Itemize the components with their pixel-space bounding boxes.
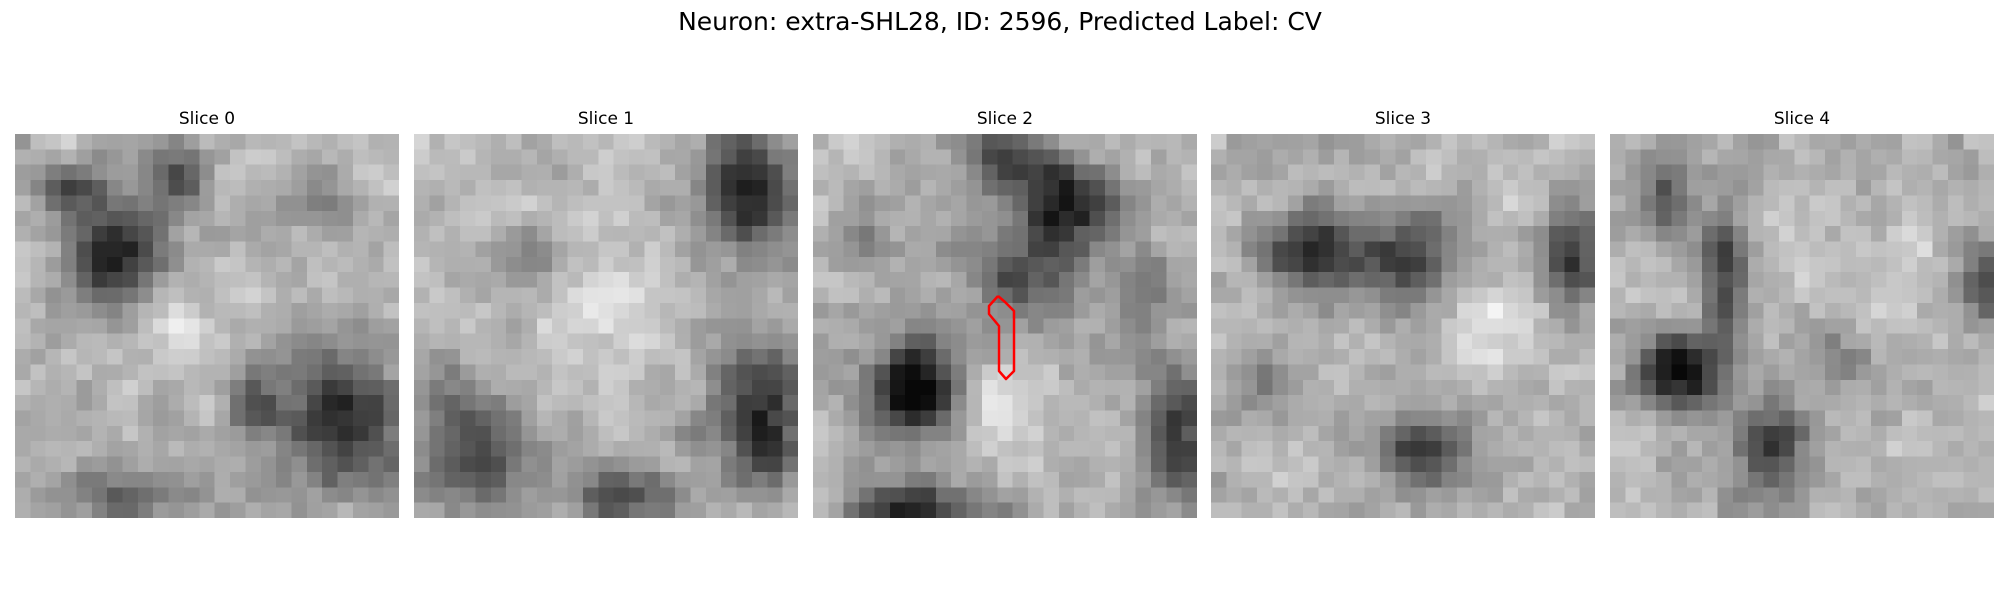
slice-image-0: [15, 134, 399, 518]
slice-panel-0: Slice 0: [15, 108, 399, 518]
slice-panel-4: Slice 4: [1610, 108, 1994, 518]
slice-panel-2: Slice 2: [813, 108, 1197, 518]
slice-title-4: Slice 4: [1773, 109, 1831, 129]
slice-image-3: [1211, 134, 1595, 518]
slice-panel-1: Slice 1: [414, 108, 798, 518]
slice-image-2: [813, 134, 1197, 518]
figure-title: Neuron: extra-SHL28, ID: 2596, Predicted…: [678, 7, 1322, 36]
slice-panel-3: Slice 3: [1211, 108, 1595, 518]
slice-title-3: Slice 3: [1374, 109, 1432, 129]
slice-title-2: Slice 2: [976, 109, 1034, 129]
slice-title-0: Slice 0: [178, 109, 236, 129]
slice-image-4: [1610, 134, 1994, 518]
slice-image-1: [414, 134, 798, 518]
slice-title-1: Slice 1: [577, 109, 635, 129]
